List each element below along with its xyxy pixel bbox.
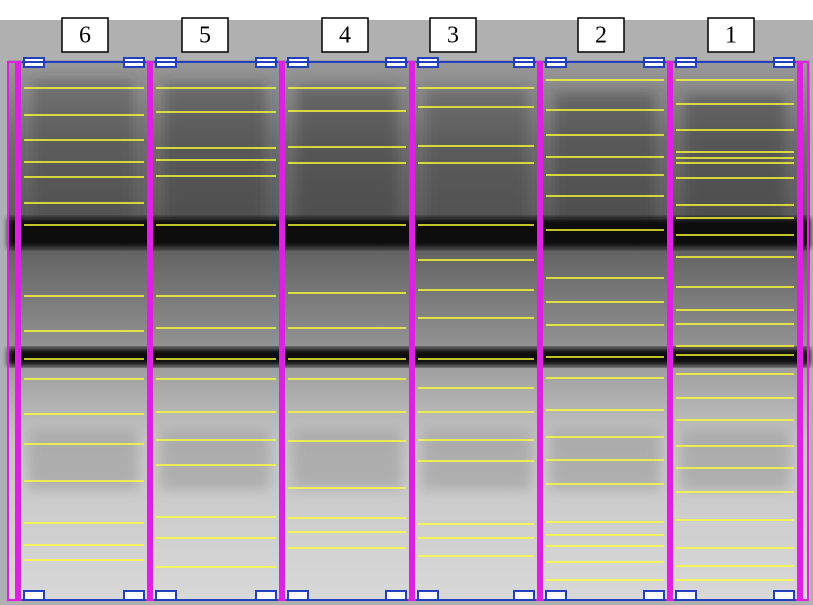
- lane-marker: [288, 591, 308, 600]
- lane-divider: [15, 62, 21, 600]
- lane-divider: [147, 62, 153, 600]
- lane-label: 3: [447, 23, 459, 49]
- gel-image: 6 5 4 3 2 1: [0, 0, 813, 605]
- smear: [33, 80, 133, 220]
- lane-divider: [279, 62, 285, 600]
- smear: [680, 430, 790, 490]
- lane-marker: [156, 591, 176, 600]
- lane-marker: [644, 591, 664, 600]
- lane-marker: [514, 591, 534, 600]
- smear: [685, 95, 785, 235]
- lane-marker: [386, 591, 406, 600]
- lane-divider: [667, 62, 673, 600]
- lane-divider: [537, 62, 543, 600]
- smear: [165, 83, 265, 223]
- smear: [292, 430, 402, 490]
- smear: [427, 89, 527, 229]
- smear: [160, 430, 270, 490]
- lane-divider: [797, 62, 803, 600]
- lane-divider: [409, 62, 415, 600]
- lane-marker: [676, 591, 696, 600]
- lane-label: 2: [595, 23, 607, 49]
- lane-label: 1: [725, 23, 737, 49]
- lane-marker: [124, 591, 144, 600]
- lane-marker: [418, 591, 438, 600]
- lane-marker: [256, 591, 276, 600]
- smear: [555, 92, 655, 232]
- lane-label: 5: [199, 23, 211, 49]
- lane-label: 4: [339, 23, 351, 49]
- lane-marker: [774, 591, 794, 600]
- lane-label: 6: [79, 23, 91, 49]
- smear: [297, 86, 397, 226]
- lane-marker: [24, 591, 44, 600]
- lane-marker: [546, 591, 566, 600]
- smear: [422, 430, 532, 490]
